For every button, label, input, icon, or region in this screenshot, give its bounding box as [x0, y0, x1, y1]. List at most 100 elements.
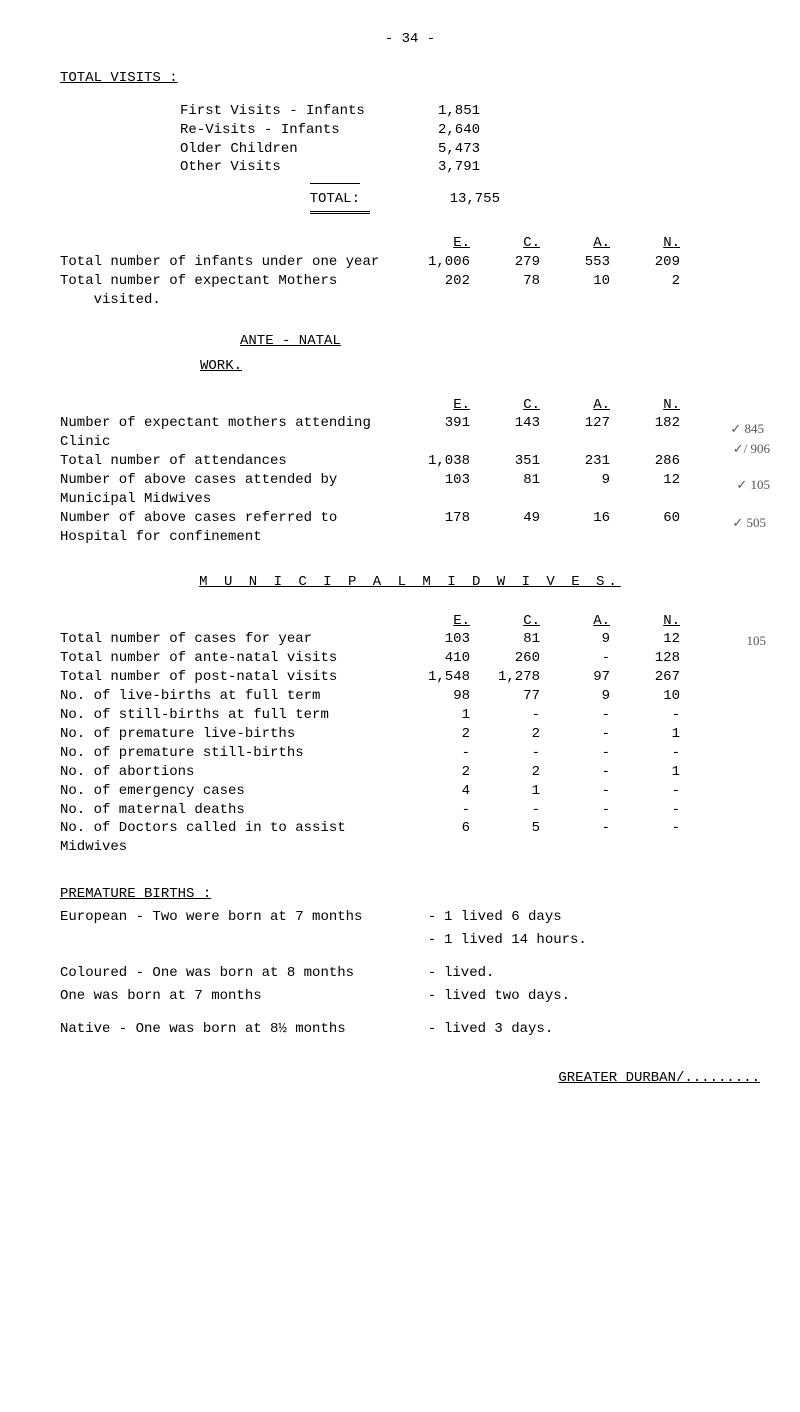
cell: 5 — [470, 819, 540, 857]
cell: - — [540, 725, 610, 744]
visit-value: 1,851 — [400, 102, 480, 121]
pb-left: One was born at 7 months — [60, 987, 420, 1006]
cell: 4 — [400, 782, 470, 801]
visit-value: 5,473 — [400, 140, 480, 159]
row-label: No. of live-births at full term — [60, 687, 400, 706]
footer: GREATER DURBAN/......... — [60, 1069, 760, 1088]
cell: 128 — [610, 649, 680, 668]
cell: - — [610, 819, 680, 857]
cell: 12 — [610, 630, 680, 649]
cell: 286 — [610, 452, 680, 471]
midwives-table: E. C. A. N. Total number of cases for ye… — [60, 612, 760, 858]
cell: 81 — [470, 471, 540, 509]
cell: 9 — [540, 687, 610, 706]
cell: 2 — [470, 763, 540, 782]
col-N: N. — [610, 612, 680, 631]
row-label: No. of Doctors called in to assist Midwi… — [60, 819, 400, 857]
pb-left: Coloured - One was born at 8 months — [60, 964, 420, 983]
row-label: No. of emergency cases — [60, 782, 400, 801]
margin-note: ✓/ 906 — [733, 440, 770, 458]
row-label: No. of premature still-births — [60, 744, 400, 763]
cell: - — [540, 649, 610, 668]
col-C: C. — [470, 234, 540, 253]
dash: - — [420, 931, 444, 950]
cell: 9 — [540, 630, 610, 649]
col-A: A. — [540, 234, 610, 253]
col-N: N. — [610, 234, 680, 253]
cell: 279 — [470, 253, 540, 272]
cell: 2 — [400, 725, 470, 744]
cell: 2 — [470, 725, 540, 744]
row-label: Total number of attendances — [60, 452, 400, 471]
work-table: E. C. A. N. Number of expectant mothers … — [60, 396, 760, 547]
cell: 209 — [610, 253, 680, 272]
cell: 351 — [470, 452, 540, 471]
cell: - — [540, 744, 610, 763]
cell: 6 — [400, 819, 470, 857]
dash: - — [420, 964, 444, 983]
pb-left: Native - One was born at 8½ months — [60, 1020, 420, 1039]
cell: 78 — [470, 272, 540, 310]
cell: - — [610, 744, 680, 763]
row-label: Total number of expectant Mothers visite… — [60, 272, 400, 310]
pb-left: European - Two were born at 7 months — [60, 908, 420, 927]
pb-right: lived 3 days. — [444, 1020, 760, 1039]
visit-value: 2,640 — [400, 121, 480, 140]
row-label: No. of maternal deaths — [60, 801, 400, 820]
cell: 231 — [540, 452, 610, 471]
cell: - — [470, 706, 540, 725]
cell: 2 — [400, 763, 470, 782]
row-label-text: Total number of expectant Mothers — [60, 273, 337, 289]
visit-label: Re-Visits - Infants — [180, 121, 400, 140]
pb-right: 1 lived 6 days — [444, 908, 760, 927]
margin-note: 105 — [747, 632, 767, 650]
cell: 2 — [610, 272, 680, 310]
margin-note: ✓ 845 — [730, 420, 764, 438]
visit-value: 3,791 — [400, 158, 480, 177]
cell: 103 — [400, 471, 470, 509]
heading-text: M U N I C I P A L M I D W I V E S. — [199, 574, 621, 590]
page-number: - 34 - — [60, 30, 760, 49]
margin-note: ✓ 105 — [736, 476, 770, 494]
visit-label: Older Children — [180, 140, 400, 159]
cell: 1,278 — [470, 668, 540, 687]
cell: 1 — [470, 782, 540, 801]
premature-births: PREMATURE BIRTHS : European - Two were b… — [60, 885, 760, 1038]
municipal-midwives-heading: M U N I C I P A L M I D W I V E S. — [60, 573, 760, 592]
cell: - — [400, 744, 470, 763]
cell: 9 — [540, 471, 610, 509]
row-label: Total number of cases for year — [60, 630, 400, 649]
cell: 1 — [610, 763, 680, 782]
cell: 97 — [540, 668, 610, 687]
col-C: C. — [470, 612, 540, 631]
margin-note: ✓ 505 — [732, 514, 766, 532]
col-C: C. — [470, 396, 540, 415]
row-label: Total number of ante-natal visits — [60, 649, 400, 668]
pb-right: lived. — [444, 964, 760, 983]
cell: 16 — [540, 509, 610, 547]
visits-block: First Visits - Infants1,851 Re-Visits - … — [180, 102, 760, 178]
cell: 12 — [610, 471, 680, 509]
cell: 77 — [470, 687, 540, 706]
visits-total-value: 13,755 — [380, 190, 500, 209]
row-label-text: visited. — [94, 292, 161, 308]
dash: - — [420, 987, 444, 1006]
cell: 391 — [400, 414, 470, 452]
footer-text: GREATER DURBAN/......... — [558, 1070, 760, 1086]
dash: - — [420, 1020, 444, 1039]
cell: - — [400, 801, 470, 820]
cell: - — [610, 706, 680, 725]
cell: 267 — [610, 668, 680, 687]
ante-natal-heading: ANTE - NATAL — [240, 332, 760, 351]
row-label: Total number of infants under one year — [60, 253, 400, 272]
col-A: A. — [540, 612, 610, 631]
cell: 260 — [470, 649, 540, 668]
cell: 182 — [610, 414, 680, 452]
row-label: Number of above cases referred to Hospit… — [60, 509, 400, 547]
rule — [310, 183, 360, 184]
cell: 410 — [400, 649, 470, 668]
row-label: No. of premature live-births — [60, 725, 400, 744]
cell: 143 — [470, 414, 540, 452]
cell: 81 — [470, 630, 540, 649]
cell: 1 — [610, 725, 680, 744]
